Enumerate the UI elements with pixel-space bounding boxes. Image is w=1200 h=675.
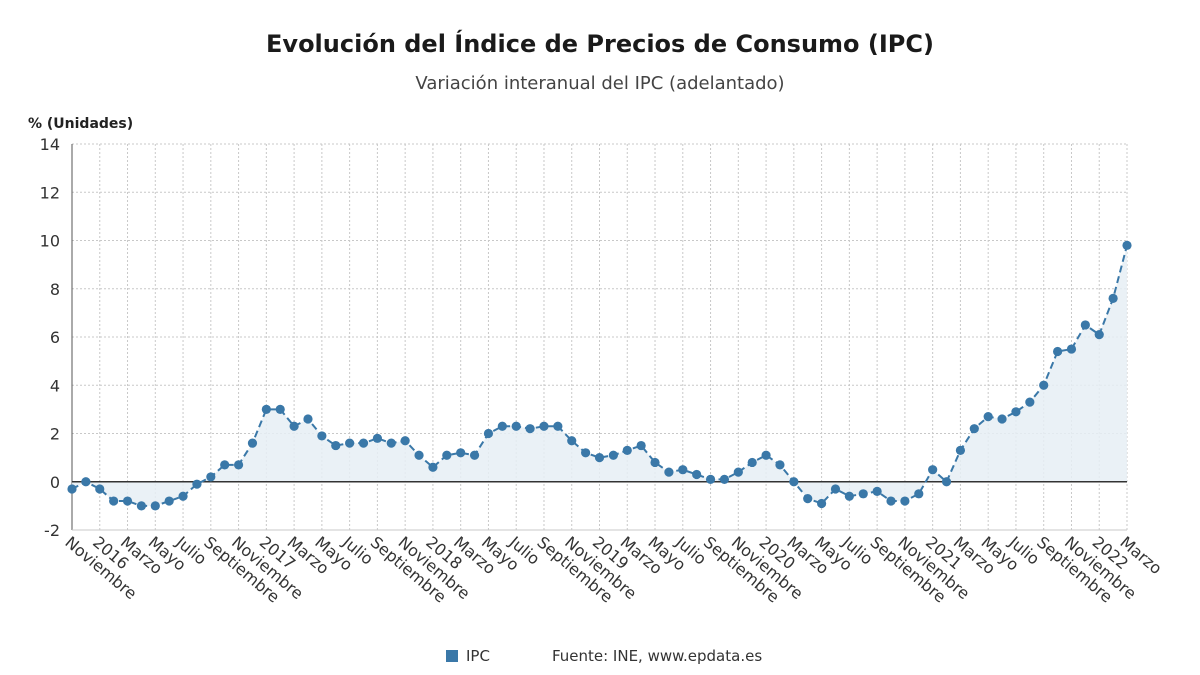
data-point — [456, 448, 466, 458]
data-point — [733, 467, 743, 477]
data-point — [206, 472, 216, 482]
data-point — [317, 431, 327, 441]
legend: IPC Fuente: INE, www.epdata.es — [446, 647, 762, 665]
data-point — [483, 428, 494, 439]
data-point — [1080, 320, 1090, 330]
data-point — [817, 498, 827, 509]
data-point — [539, 421, 549, 431]
data-point — [692, 469, 702, 480]
data-point — [1122, 240, 1132, 250]
data-point — [81, 477, 91, 487]
y-tick-label: 2 — [50, 425, 60, 444]
data-point — [900, 496, 910, 506]
data-point — [303, 414, 313, 424]
data-point — [789, 477, 799, 487]
data-point — [636, 440, 646, 451]
data-point — [497, 421, 507, 431]
series-area-ipc — [72, 245, 1127, 506]
data-point — [525, 424, 535, 434]
data-point — [747, 457, 757, 468]
y-tick-label: 8 — [50, 280, 60, 299]
data-point — [414, 450, 424, 460]
data-point — [553, 421, 563, 431]
data-point — [761, 450, 771, 460]
data-point — [386, 438, 396, 448]
data-point — [428, 462, 438, 472]
data-point — [886, 496, 896, 506]
y-tick-label: 12 — [40, 183, 60, 202]
data-point — [275, 404, 285, 414]
data-point — [650, 457, 660, 468]
source-note: Fuente: INE, www.epdata.es — [551, 647, 763, 665]
data-point — [247, 438, 258, 448]
data-point — [803, 494, 813, 504]
data-point — [983, 412, 993, 422]
data-point — [1108, 293, 1118, 303]
chart-title: Evolución del Índice de Precios de Consu… — [266, 30, 934, 58]
data-point — [719, 474, 730, 484]
data-point — [358, 438, 369, 448]
data-point — [1052, 346, 1063, 357]
data-point — [872, 486, 882, 496]
data-point — [581, 448, 591, 458]
data-point — [400, 436, 410, 446]
data-point — [511, 421, 521, 431]
y-tick-label: -2 — [44, 521, 60, 540]
data-point — [955, 445, 966, 455]
data-point — [345, 438, 355, 448]
data-point — [705, 474, 716, 484]
data-point — [372, 433, 382, 443]
data-point — [1066, 344, 1077, 354]
data-point — [233, 460, 244, 470]
y-tick-label: 6 — [50, 328, 60, 347]
data-point — [469, 450, 480, 460]
data-point — [997, 414, 1007, 424]
data-point — [442, 450, 452, 460]
y-axis-title: % (Unidades) — [28, 116, 133, 132]
data-point — [67, 484, 77, 494]
legend-swatch-ipc — [446, 650, 458, 662]
data-point — [608, 450, 618, 460]
data-point — [150, 501, 160, 511]
data-point — [261, 404, 271, 414]
data-point — [775, 460, 785, 470]
chart-subtitle: Variación interanual del IPC (adelantado… — [415, 73, 785, 94]
data-point — [1025, 397, 1035, 407]
data-point — [331, 440, 341, 451]
y-tick-label: 4 — [50, 376, 60, 395]
data-point — [678, 465, 688, 475]
data-point — [664, 467, 674, 477]
data-point — [622, 445, 632, 455]
data-point — [136, 501, 147, 511]
data-point — [941, 477, 952, 487]
data-point — [220, 460, 230, 470]
data-point — [830, 484, 841, 494]
data-point — [914, 489, 924, 499]
data-point — [109, 496, 119, 506]
data-point — [164, 496, 174, 506]
data-point — [122, 496, 133, 506]
data-point — [178, 491, 188, 501]
data-point — [1039, 380, 1049, 390]
data-point — [858, 489, 868, 499]
data-point — [289, 421, 299, 431]
legend-label-ipc: IPC — [466, 647, 490, 665]
data-point — [969, 424, 979, 434]
data-point — [567, 436, 577, 446]
data-point — [594, 453, 605, 463]
data-point — [844, 491, 854, 501]
data-point — [1011, 407, 1021, 417]
y-tick-label: 14 — [40, 135, 60, 154]
y-tick-label: 0 — [50, 473, 60, 492]
data-point — [928, 465, 938, 475]
data-point — [95, 484, 105, 494]
y-tick-label: 10 — [40, 232, 60, 251]
series-line-ipc — [71, 245, 1128, 507]
data-point — [1094, 329, 1104, 340]
data-point — [192, 479, 202, 489]
